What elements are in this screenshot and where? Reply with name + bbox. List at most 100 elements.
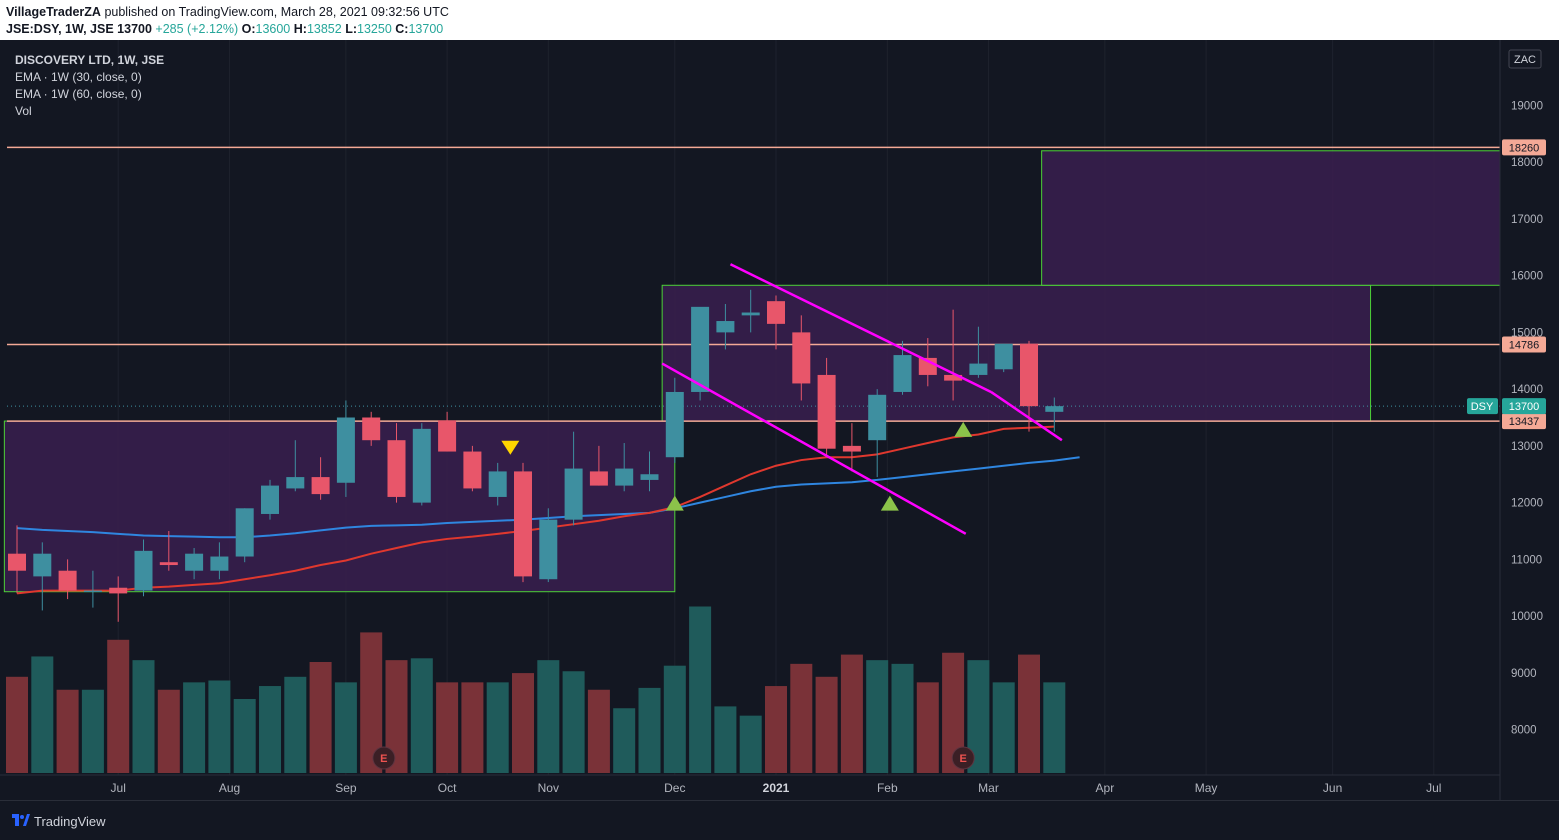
volume-bar	[183, 682, 206, 773]
low-label: L:	[345, 22, 358, 36]
publish-line: VillageTraderZA published on TradingView…	[6, 5, 449, 19]
candle-body	[159, 562, 178, 566]
volume-bar	[587, 689, 610, 773]
footer-brand[interactable]: TradingView	[34, 814, 106, 829]
publisher-name[interactable]: VillageTraderZA	[6, 5, 101, 19]
candle-body	[33, 553, 52, 577]
volume-bar	[309, 662, 332, 773]
candle-body	[893, 355, 912, 392]
volume-bar	[410, 658, 433, 773]
volume-bar	[866, 660, 889, 773]
candle-body	[994, 343, 1013, 370]
legend-volume[interactable]: Vol	[15, 104, 32, 118]
candle-body	[134, 550, 153, 591]
candle-body	[589, 471, 608, 486]
price-chart[interactable]: E E ZAC 19000 18000 17000 16000 15000 14000 1300…	[0, 40, 1559, 800]
y-tick-label: 17000	[1511, 214, 1543, 226]
volume-bar	[486, 682, 509, 773]
currency-label: ZAC	[1514, 54, 1536, 66]
buy-signal-icon	[954, 421, 973, 437]
ohlc-line: JSE:DSY, 1W, JSE 13700 +285 (+2.12%) O:1…	[6, 22, 443, 36]
candle-body	[387, 440, 406, 497]
volume-bar	[208, 680, 231, 773]
candle-body	[463, 451, 482, 489]
candle-body	[1045, 406, 1064, 412]
current-price-tag	[1502, 398, 1546, 415]
y-tick-label: 19000	[1511, 100, 1543, 112]
y-tick-label: 11000	[1511, 554, 1542, 566]
x-tick-label: Oct	[438, 781, 457, 795]
candle-body	[640, 474, 659, 480]
candle-body	[58, 570, 77, 591]
level-price-tag	[1502, 336, 1546, 353]
candle-body	[944, 374, 963, 381]
x-tick-label: Sep	[335, 781, 357, 795]
volume-bar	[360, 632, 383, 773]
volume-bar	[815, 676, 838, 773]
candle-body	[1020, 343, 1038, 407]
volume-bar	[916, 682, 939, 773]
candle-body	[261, 485, 279, 514]
x-tick-label: Jul	[1426, 781, 1441, 795]
volume-bar	[689, 606, 712, 773]
volume-bar	[537, 660, 560, 773]
published-text: published on TradingView.com, March 28, …	[104, 5, 449, 19]
indicator-legend: DISCOVERY LTD, 1W, JSE EMA · 1W (30, clo…	[15, 52, 164, 120]
candle-body	[438, 420, 457, 452]
candle-body	[235, 508, 254, 557]
legend-ema30[interactable]: EMA · 1W (30, close, 0)	[15, 70, 142, 84]
level-price-label: 13437	[1509, 416, 1540, 428]
volume-bar	[334, 682, 357, 773]
symbol-tag	[1467, 398, 1498, 415]
legend-ema60[interactable]: EMA · 1W (60, close, 0)	[15, 87, 142, 101]
volume-bar	[385, 660, 408, 773]
candle-body	[286, 477, 305, 489]
level-price-label: 14786	[1509, 340, 1540, 352]
price-change: +285 (+2.12%)	[155, 22, 239, 36]
volume-bar	[132, 660, 155, 773]
volume-bar	[967, 660, 990, 773]
last-price: 13700	[117, 22, 152, 36]
y-tick-label: 9000	[1511, 668, 1537, 680]
range-zone	[1041, 150, 1501, 286]
y-tick-label: 12000	[1511, 498, 1543, 510]
publish-header: VillageTraderZA published on TradingView…	[0, 0, 1559, 40]
volume-bar	[436, 682, 459, 773]
candle-body	[488, 471, 507, 497]
ema-30-line	[16, 425, 1055, 595]
volume-bar	[284, 676, 307, 773]
volume-bar	[765, 686, 787, 773]
candle-body	[615, 468, 634, 486]
x-tick-label: Nov	[538, 781, 559, 795]
close-label: C:	[395, 22, 409, 36]
volume-bar	[790, 663, 813, 773]
x-tick-label: May	[1195, 781, 1218, 795]
volume-bar	[891, 663, 914, 773]
candle-body	[336, 417, 355, 483]
candle-body	[842, 445, 861, 452]
trendline	[661, 362, 967, 535]
candle-body	[767, 301, 785, 324]
volume-bar	[56, 689, 79, 773]
volume-bar	[31, 656, 54, 773]
candle-body	[8, 553, 26, 571]
volume-bar	[6, 676, 28, 773]
candle-body	[792, 332, 811, 384]
volume-bar	[992, 682, 1015, 773]
buy-signal-icon	[880, 495, 899, 511]
y-tick-label: 10000	[1511, 611, 1543, 623]
close-value: 13700	[408, 22, 444, 36]
currency-box	[1508, 49, 1542, 69]
x-tick-label: Jun	[1323, 781, 1342, 795]
volume-bar	[259, 686, 281, 773]
volume-bar	[461, 682, 484, 773]
high-value: 13852	[306, 22, 342, 36]
volume-bar	[942, 652, 965, 773]
x-tick-label: Dec	[664, 781, 685, 795]
trendline	[990, 390, 1063, 442]
legend-title: DISCOVERY LTD, 1W, JSE	[15, 53, 165, 67]
candle-body	[185, 553, 204, 571]
volume-bar	[840, 654, 863, 773]
chart-area[interactable]: E E ZAC 19000 18000 17000 16000 15000 14000 1300…	[0, 40, 1559, 800]
candle-body	[691, 306, 710, 392]
